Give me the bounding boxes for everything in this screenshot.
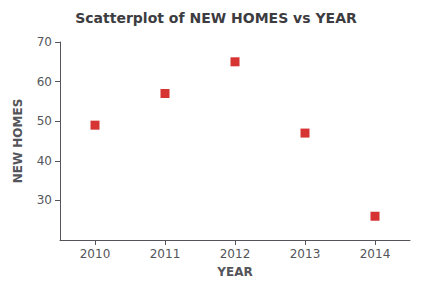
svg-text:NEW HOMES: NEW HOMES — [11, 99, 25, 184]
svg-text:YEAR: YEAR — [216, 265, 252, 279]
svg-text:2013: 2013 — [290, 247, 321, 261]
svg-text:30: 30 — [37, 193, 52, 207]
svg-text:2011: 2011 — [150, 247, 181, 261]
svg-text:Scatterplot of NEW HOMES vs YE: Scatterplot of NEW HOMES vs YEAR — [75, 10, 357, 26]
svg-text:2014: 2014 — [360, 247, 391, 261]
svg-text:40: 40 — [37, 154, 52, 168]
svg-text:70: 70 — [37, 35, 52, 49]
svg-text:50: 50 — [37, 114, 52, 128]
svg-text:60: 60 — [37, 75, 52, 89]
svg-text:2010: 2010 — [80, 247, 111, 261]
svg-text:2012: 2012 — [220, 247, 251, 261]
